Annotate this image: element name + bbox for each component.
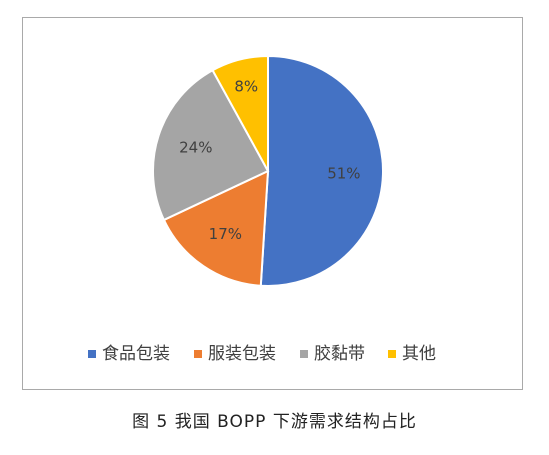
legend: 食品包装 服装包装 胶黏带 其他 xyxy=(88,344,436,364)
legend-swatch-1 xyxy=(88,350,96,358)
pie-data-label-4: 8% xyxy=(234,77,258,95)
pie-slice-1 xyxy=(259,54,384,287)
legend-swatch-4 xyxy=(388,350,396,358)
legend-label-2: 服装包装 xyxy=(208,344,276,364)
pie-slices xyxy=(152,54,384,287)
pie-data-label-1: 51% xyxy=(327,164,360,182)
legend-swatch-2 xyxy=(194,350,202,358)
pie-data-label-3: 24% xyxy=(179,139,212,157)
pie-slice-3 xyxy=(152,68,270,222)
pie-data-labels: 51% 17% 24% 8% xyxy=(179,77,360,242)
pie-slice-4 xyxy=(211,54,269,172)
figure-caption: 图 5 我国 BOPP 下游需求结构占比 xyxy=(132,412,417,432)
legend-label-1: 食品包装 xyxy=(102,344,170,364)
legend-swatch-3 xyxy=(300,350,308,358)
pie-slice-2 xyxy=(162,169,270,287)
pie-chart: 51% 17% 24% 8% 食品包装 服装包装 胶黏带 其他 xyxy=(88,54,436,364)
legend-label-3: 胶黏带 xyxy=(314,344,365,364)
pie-data-label-2: 17% xyxy=(209,225,242,243)
legend-label-4: 其他 xyxy=(402,344,436,364)
chart-frame: 51% 17% 24% 8% 食品包装 服装包装 胶黏带 其他 xyxy=(22,17,523,390)
